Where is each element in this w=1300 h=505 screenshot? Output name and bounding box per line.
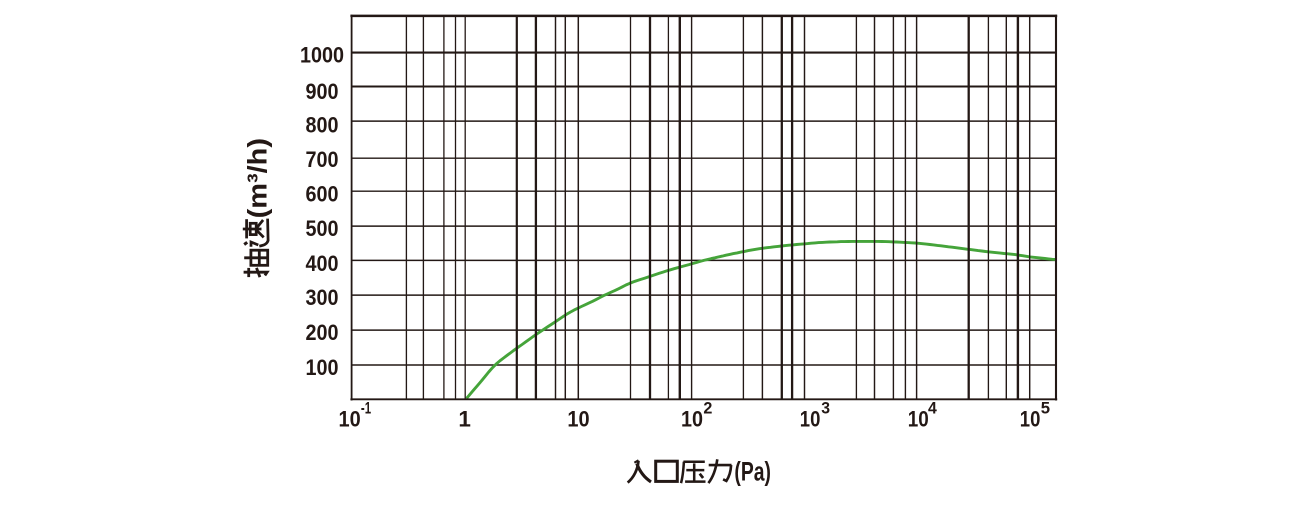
svg-text:10: 10 xyxy=(1020,406,1041,431)
svg-text:10: 10 xyxy=(567,406,589,431)
svg-text:-1: -1 xyxy=(361,400,371,418)
svg-text:10: 10 xyxy=(800,406,821,431)
svg-text:500: 500 xyxy=(306,216,339,241)
svg-text:600: 600 xyxy=(306,181,339,206)
svg-text:10: 10 xyxy=(681,406,703,431)
svg-text:400: 400 xyxy=(306,251,339,276)
svg-text:10: 10 xyxy=(908,406,929,431)
svg-text:200: 200 xyxy=(306,320,339,345)
svg-text:800: 800 xyxy=(306,113,339,138)
svg-text:(Pa): (Pa) xyxy=(734,457,771,487)
svg-text:100: 100 xyxy=(306,355,339,380)
svg-text:700: 700 xyxy=(306,147,339,172)
svg-text:10: 10 xyxy=(339,406,361,431)
svg-text:300: 300 xyxy=(306,285,339,310)
svg-text:1: 1 xyxy=(458,406,471,431)
svg-text:2: 2 xyxy=(703,400,712,418)
svg-text:4: 4 xyxy=(928,400,938,418)
svg-text:3: 3 xyxy=(821,400,830,418)
svg-text:5: 5 xyxy=(1041,400,1050,418)
svg-text:900: 900 xyxy=(306,79,339,104)
svg-text:(m³/h): (m³/h) xyxy=(243,138,273,218)
svg-text:1000: 1000 xyxy=(300,43,344,68)
